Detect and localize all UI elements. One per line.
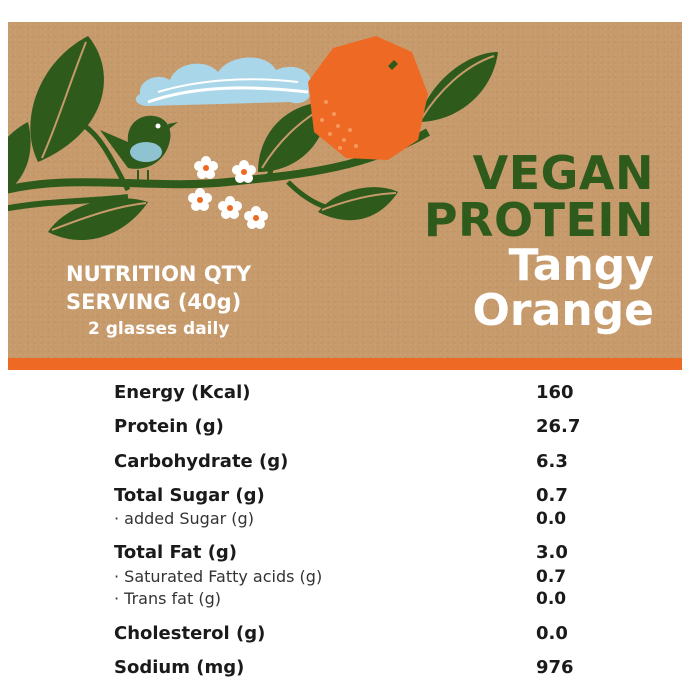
product-title: VEGAN PROTEIN Tangy Orange — [424, 150, 654, 334]
nutrient-name: Carbohydrate (g) — [114, 451, 289, 472]
nutrient-name: Cholesterol (g) — [114, 623, 266, 644]
nutrient-value: 6.3 — [536, 451, 568, 472]
title-line-protein: PROTEIN — [423, 192, 654, 247]
nutrient-value: 0.7 — [536, 485, 568, 506]
serving-size: SERVING (40g) — [66, 290, 242, 314]
flavor-line-orange: Orange — [472, 284, 654, 336]
serving-heading: NUTRITION QTY — [66, 262, 252, 286]
nutrient-value: 0.7 — [536, 567, 567, 587]
nutrient-name: · Trans fat (g) — [114, 589, 221, 608]
orange-fruit-icon — [308, 36, 428, 160]
nutrient-value: 0.0 — [536, 623, 568, 644]
divider-stripe — [8, 358, 682, 370]
nutrient-name: Energy (Kcal) — [114, 382, 251, 403]
flavor-line-tangy: Tangy — [508, 239, 654, 291]
cloud-icon — [135, 57, 311, 106]
nutrient-name: Total Fat (g) — [114, 542, 238, 563]
title-line-vegan: VEGAN — [472, 146, 654, 200]
nutrient-value: 26.7 — [536, 416, 581, 437]
nutrient-value: 0.0 — [536, 589, 567, 609]
label-banner: VEGAN PROTEIN Tangy Orange NUTRITION QTY… — [8, 22, 682, 358]
nutrient-name: Protein (g) — [114, 416, 224, 437]
serving-frequency: 2 glasses daily — [88, 319, 230, 339]
nutrient-value: 3.0 — [536, 542, 568, 563]
nutrient-name: Total Sugar (g) — [114, 485, 265, 506]
blossom-icon — [188, 156, 268, 229]
serving-info: NUTRITION QTY SERVING (40g) 2 glasses da… — [66, 260, 251, 342]
nutrient-name: Sodium (mg) — [114, 657, 245, 678]
nutrient-value: 0.0 — [536, 509, 567, 529]
botanical-illustration — [8, 36, 498, 241]
nutrient-name: · Saturated Fatty acids (g) — [114, 567, 323, 586]
nutrient-value: 976 — [536, 657, 574, 678]
bird-icon — [100, 115, 178, 184]
nutrient-name: · added Sugar (g) — [114, 509, 254, 528]
nutrient-value: 160 — [536, 382, 574, 403]
